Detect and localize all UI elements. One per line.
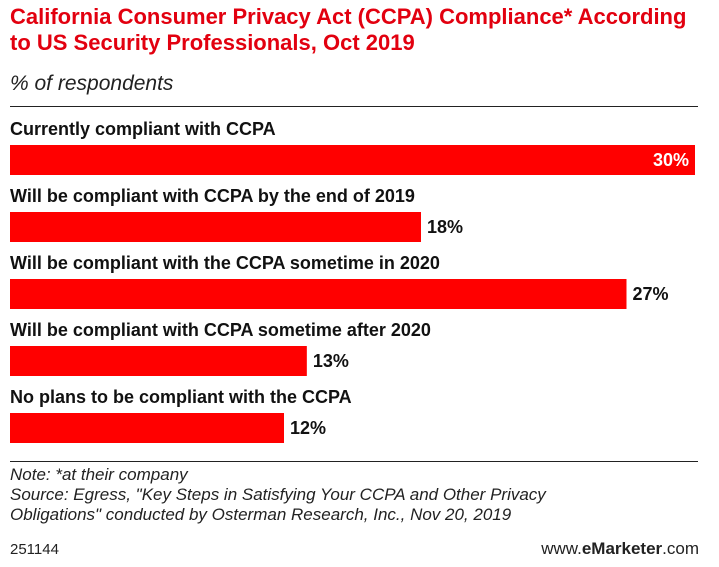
source-line-1: Source: Egress, "Key Steps in Satisfying…: [10, 485, 546, 504]
category-label: Will be compliant with CCPA sometime aft…: [10, 320, 431, 340]
top-divider: [10, 106, 698, 107]
chart-title: California Consumer Privacy Act (CCPA) C…: [10, 4, 687, 55]
bar: [10, 145, 695, 175]
note-text: Note: *at their company: [10, 465, 188, 484]
value-label: 27%: [633, 284, 669, 304]
category-label: Will be compliant with the CCPA sometime…: [10, 253, 440, 273]
value-label: 30%: [653, 150, 689, 170]
category-label: Will be compliant with CCPA by the end o…: [10, 186, 415, 206]
category-label: No plans to be compliant with the CCPA: [10, 387, 352, 407]
brand-prefix: www.: [541, 539, 582, 558]
brand-suffix: .com: [662, 539, 699, 558]
bar: [10, 346, 307, 376]
bar: [10, 212, 421, 242]
chart-notes: Note: *at their company Source: Egress, …: [10, 465, 700, 525]
brand-name: eMarketer: [581, 539, 663, 558]
value-label: 13%: [313, 351, 349, 371]
category-label: Currently compliant with CCPA: [10, 119, 276, 139]
bar: [10, 279, 627, 309]
bar: [10, 413, 284, 443]
chart-subtitle: % of respondents: [10, 72, 174, 95]
source-line-2: Obligations" conducted by Osterman Resea…: [10, 505, 512, 524]
bottom-divider: [10, 461, 698, 462]
value-label: 12%: [290, 418, 326, 438]
chart-id: 251144: [10, 541, 59, 558]
brand-logo: www.eMarketer.com: [541, 539, 699, 559]
value-label: 18%: [427, 217, 463, 237]
